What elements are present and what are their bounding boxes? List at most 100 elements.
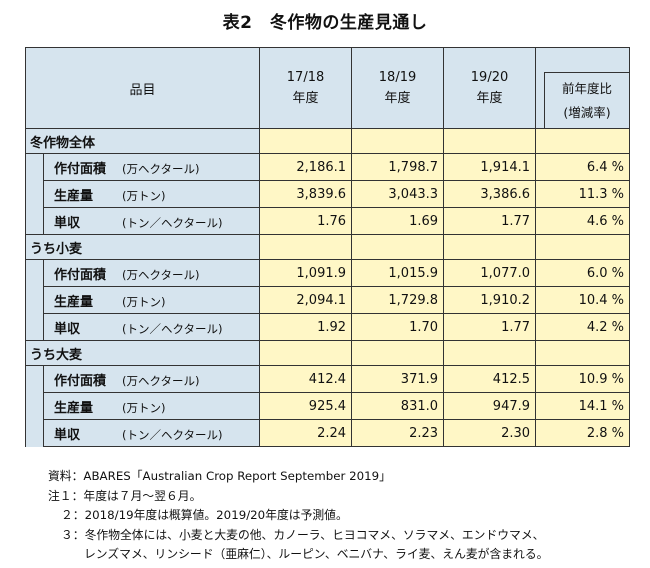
table-row: 作付面積 (万ヘクタール) 1,091.9 1,015.9 1,077.0 6.0 % xyxy=(25,259,631,287)
unit-label: (トン／ヘクタール) xyxy=(122,427,223,442)
ratio-cell: 10.4 % xyxy=(535,286,631,314)
metric-label: 作付面積 xyxy=(54,373,107,389)
value-cell: 2.24 xyxy=(259,419,353,447)
value-cell: 1.77 xyxy=(443,207,537,235)
section-blank-cell xyxy=(259,128,353,154)
value-cell: 1,910.2 xyxy=(443,286,537,314)
section-blank-cell xyxy=(535,128,631,154)
table-row: 生産量 (万トン) 925.4 831.0 947.9 14.1 % xyxy=(25,392,631,420)
indent-cell xyxy=(25,419,44,447)
metric-label: 生産量 xyxy=(54,294,94,310)
section-label: 冬作物全体 xyxy=(24,128,261,154)
ratio-cell: 11.3 % xyxy=(535,180,631,208)
unit-label: (万ヘクタール) xyxy=(122,373,200,388)
value-cell: 2,186.1 xyxy=(259,153,353,181)
unit-label: (万ヘクタール) xyxy=(122,161,200,176)
indent-cell xyxy=(25,365,44,393)
section-blank-cell xyxy=(351,128,445,154)
ratio-box: 前年度比 (増減率) xyxy=(544,72,630,128)
table-row: 作付面積 (万ヘクタール) 2,186.1 1,798.7 1,914.1 6.4 % xyxy=(25,153,631,181)
value-cell: 831.0 xyxy=(351,392,445,420)
ratio-cell: 10.9 % xyxy=(535,365,631,393)
indent-cell xyxy=(25,259,44,287)
value-cell: 3,043.3 xyxy=(351,180,445,208)
section-blank-cell xyxy=(535,340,631,366)
section-row: うち大麦 xyxy=(24,340,631,366)
indent-cell xyxy=(25,153,44,181)
value-cell: 3,839.6 xyxy=(259,180,353,208)
notes: 資料：ABARES「Australian Crop Report Septemb… xyxy=(48,467,548,565)
table-row: 生産量 (万トン) 3,839.6 3,043.3 3,386.6 11.3 % xyxy=(25,180,631,208)
section-row: うち小麦 xyxy=(24,234,631,260)
crop-forecast-table: 品目 17/18 年度 18/19 年度 19/20 年度 前年度比 (増減率)… xyxy=(24,47,631,447)
value-cell: 1.70 xyxy=(351,313,445,341)
table-row: 単収 (トン／ヘクタール) 1.76 1.69 1.77 4.6 % xyxy=(25,207,631,235)
table-row: 生産量 (万トン) 2,094.1 1,729.8 1,910.2 10.4 % xyxy=(25,286,631,314)
indent-cell xyxy=(25,313,44,341)
indent-cell xyxy=(25,392,44,420)
header-item: 品目 xyxy=(24,47,261,129)
row-label: 生産量 (万トン) xyxy=(42,286,261,314)
value-cell: 412.5 xyxy=(443,365,537,393)
note-1: 注１：年度は７月～翌６月。 xyxy=(48,488,202,503)
indent-cell xyxy=(25,286,44,314)
row-label: 単収 (トン／ヘクタール) xyxy=(42,313,261,341)
unit-label: (万トン) xyxy=(122,188,166,203)
ratio-cell: 4.2 % xyxy=(535,313,631,341)
value-cell: 925.4 xyxy=(259,392,353,420)
header-year: 18/19 年度 xyxy=(351,47,445,129)
ratio-cell: 14.1 % xyxy=(535,392,631,420)
note-3: ３：冬作物全体には、小麦と大麦の他、カノーラ、ヒヨコマメ、ソラマメ、エンドウマメ… xyxy=(61,527,545,542)
section-blank-cell xyxy=(351,234,445,260)
metric-label: 作付面積 xyxy=(54,267,107,283)
table-row: 単収 (トン／ヘクタール) 1.92 1.70 1.77 4.2 % xyxy=(25,313,631,341)
row-label: 単収 (トン／ヘクタール) xyxy=(42,419,261,447)
metric-label: 生産量 xyxy=(54,188,94,204)
unit-label: (万トン) xyxy=(122,294,166,309)
value-cell: 371.9 xyxy=(351,365,445,393)
value-cell: 1,729.8 xyxy=(351,286,445,314)
metric-label: 単収 xyxy=(54,215,81,231)
unit-label: (トン／ヘクタール) xyxy=(122,215,223,230)
unit-label: (トン／ヘクタール) xyxy=(122,321,223,336)
table-row: 作付面積 (万ヘクタール) 412.4 371.9 412.5 10.9 % xyxy=(25,365,631,393)
value-cell: 1,914.1 xyxy=(443,153,537,181)
header-row: 品目 17/18 年度 18/19 年度 19/20 年度 前年度比 (増減率) xyxy=(24,47,631,129)
ratio-cell: 6.0 % xyxy=(535,259,631,287)
header-year: 17/18 年度 xyxy=(259,47,353,129)
row-label: 作付面積 (万ヘクタール) xyxy=(42,153,261,181)
value-cell: 412.4 xyxy=(259,365,353,393)
unit-label: (万ヘクタール) xyxy=(122,267,200,282)
section-label: うち小麦 xyxy=(24,234,261,260)
value-cell: 947.9 xyxy=(443,392,537,420)
value-cell: 1.77 xyxy=(443,313,537,341)
row-label: 作付面積 (万ヘクタール) xyxy=(42,365,261,393)
value-cell: 2.23 xyxy=(351,419,445,447)
section-blank-cell xyxy=(535,234,631,260)
ratio-cell: 2.8 % xyxy=(535,419,631,447)
section-blank-cell xyxy=(259,340,353,366)
value-cell: 3,386.6 xyxy=(443,180,537,208)
header-year: 19/20 年度 xyxy=(443,47,537,129)
section-blank-cell xyxy=(443,340,537,366)
note-2: ２：2018/19年度は概算値。2019/20年度は予測値。 xyxy=(61,508,348,522)
value-cell: 1,798.7 xyxy=(351,153,445,181)
row-label: 単収 (トン／ヘクタール) xyxy=(42,207,261,235)
value-cell: 2.30 xyxy=(443,419,537,447)
metric-label: 単収 xyxy=(54,321,81,337)
section-label: うち大麦 xyxy=(24,340,261,366)
metric-label: 単収 xyxy=(54,427,81,443)
section-row: 冬作物全体 xyxy=(24,128,631,154)
value-cell: 1.69 xyxy=(351,207,445,235)
unit-label: (万トン) xyxy=(122,400,166,415)
table-title: 表2 冬作物の生産見通し xyxy=(222,13,428,33)
metric-label: 作付面積 xyxy=(54,161,107,177)
indent-cell xyxy=(25,207,44,235)
value-cell: 1,015.9 xyxy=(351,259,445,287)
value-cell: 2,094.1 xyxy=(259,286,353,314)
ratio-cell: 4.6 % xyxy=(535,207,631,235)
header-ratio: 前年度比 (増減率) xyxy=(535,47,631,129)
section-blank-cell xyxy=(443,234,537,260)
section-blank-cell xyxy=(443,128,537,154)
value-cell: 1.76 xyxy=(259,207,353,235)
